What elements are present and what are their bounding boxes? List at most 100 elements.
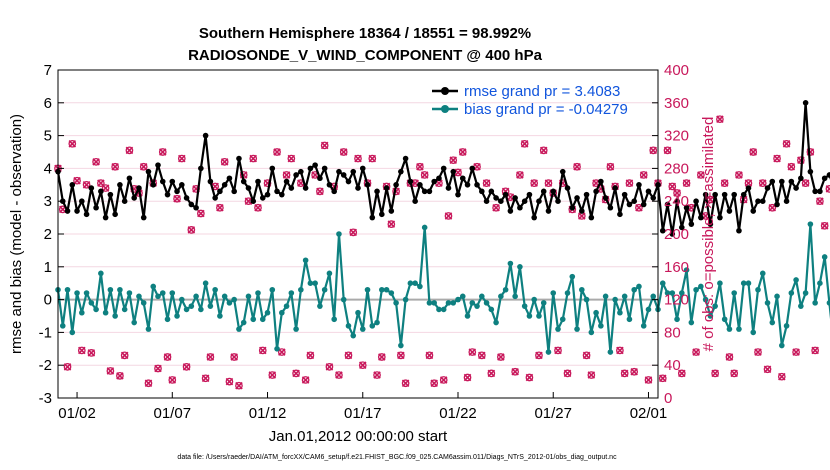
- obs-assimilated-marker: [482, 179, 491, 187]
- bias-point: [507, 260, 514, 267]
- bias-point: [412, 280, 418, 287]
- obs-possible-marker: [535, 351, 543, 360]
- bias-point: [593, 309, 599, 316]
- obs-possible-marker: [677, 369, 686, 378]
- obs-possible-marker: [249, 154, 258, 163]
- obs-assimilated-marker: [120, 351, 129, 360]
- rmse-point: [293, 172, 299, 178]
- obs-possible-marker: [430, 379, 439, 388]
- obs-possible-marker: [287, 154, 296, 163]
- obs-possible-marker: [377, 353, 386, 361]
- bias-point: [150, 283, 157, 290]
- obs-possible-marker: [520, 139, 529, 148]
- obs-possible-marker: [420, 171, 429, 179]
- obs-possible-marker: [635, 203, 643, 212]
- obs-count-point: [120, 351, 129, 360]
- obs-count-point: [397, 351, 405, 360]
- obs-count-point: [420, 171, 429, 179]
- obs-assimilated-marker: [492, 203, 500, 212]
- bias-point: [383, 286, 390, 293]
- bias-point: [226, 300, 233, 306]
- obs-assimilated-marker: [563, 369, 572, 378]
- bias-point: [345, 323, 352, 329]
- obs-count-point: [544, 179, 553, 188]
- obs-possible-marker: [206, 353, 215, 361]
- bias-point: [393, 300, 399, 306]
- obs-count-point: [477, 351, 486, 360]
- obs-assimilated-marker: [144, 379, 153, 388]
- obs-assimilated-marker: [530, 179, 538, 187]
- obs-possible-marker: [735, 171, 743, 179]
- bias-point: [493, 319, 499, 326]
- rmse-point: [726, 208, 733, 214]
- rmse-point: [250, 198, 257, 204]
- obs-assimilated-marker: [306, 351, 315, 360]
- obs-count-point: [487, 369, 496, 378]
- bias-point: [607, 349, 614, 355]
- rmse-point: [283, 178, 290, 185]
- bias-point: [564, 290, 571, 296]
- obs-assimilated-marker: [273, 148, 281, 156]
- rmse-point: [517, 204, 523, 211]
- bias-point: [69, 329, 76, 336]
- obs-count-point: [216, 203, 224, 212]
- obs-count-point: [787, 162, 796, 171]
- obs-count-point: [811, 346, 819, 355]
- obs-assimilated-marker: [630, 367, 638, 376]
- obs-count-point: [77, 346, 86, 355]
- bias-point: [259, 316, 266, 323]
- rmse-point: [140, 214, 147, 221]
- bias-point: [479, 293, 485, 300]
- obs-count-point: [168, 376, 177, 384]
- bias-point: [817, 280, 823, 287]
- obs-assimilated-marker: [497, 353, 505, 361]
- obs-assimilated-marker: [292, 369, 300, 378]
- rmse-point: [502, 191, 509, 198]
- bias-point: [431, 300, 437, 306]
- obs-possible-marker: [111, 162, 119, 171]
- obs-possible-marker: [530, 179, 539, 188]
- bias-point: [788, 290, 795, 296]
- obs-assimilated-marker: [358, 361, 367, 369]
- x-tick-label: 01/02: [58, 405, 96, 422]
- x-axis: 01/02 01/07 01/12 01/17 01/22 01/27 02/01: [58, 392, 667, 422]
- rmse-point: [145, 168, 152, 175]
- bias-point: [512, 293, 518, 300]
- rmse-point: [207, 178, 214, 185]
- obs-assimilated-marker: [258, 346, 267, 355]
- obs-assimilated-marker: [801, 179, 810, 187]
- bias-point: [236, 326, 242, 332]
- bias-point: [774, 293, 780, 300]
- obs-assimilated-marker: [339, 148, 348, 156]
- obs-count-point: [101, 184, 110, 192]
- bias-point: [307, 280, 314, 287]
- obs-count-point: [344, 351, 353, 360]
- obs-count-point: [582, 351, 591, 360]
- obs-assimilated-marker: [216, 203, 224, 212]
- obs-possible-marker: [554, 346, 562, 355]
- obs-possible-marker: [63, 362, 72, 371]
- rmse-point: [421, 188, 428, 195]
- obs-possible-marker: [787, 162, 796, 171]
- obs-assimilated-marker: [430, 379, 438, 388]
- obs-count-point: [763, 365, 772, 374]
- obs-assimilated-marker: [820, 222, 829, 230]
- rmse-point: [212, 195, 218, 201]
- x-tick-label: 01/22: [439, 405, 477, 422]
- obs-assimilated-marker: [354, 154, 362, 163]
- rmse-point: [688, 221, 695, 227]
- obs-possible-marker: [387, 220, 396, 229]
- bias-point: [583, 296, 590, 303]
- bias-point: [693, 286, 699, 293]
- y-tick-label-right: 200: [664, 226, 689, 243]
- bias-point: [726, 326, 733, 332]
- obs-possible-marker: [268, 371, 277, 379]
- y-tick-label-right: 160: [664, 259, 689, 276]
- obs-possible-marker: [811, 346, 819, 355]
- obs-count-point: [711, 369, 719, 378]
- rmse-point: [369, 214, 376, 221]
- obs-possible-marker: [397, 351, 405, 360]
- obs-assimilated-marker: [539, 146, 548, 155]
- obs-count-point: [111, 162, 119, 171]
- bias-point: [288, 290, 295, 296]
